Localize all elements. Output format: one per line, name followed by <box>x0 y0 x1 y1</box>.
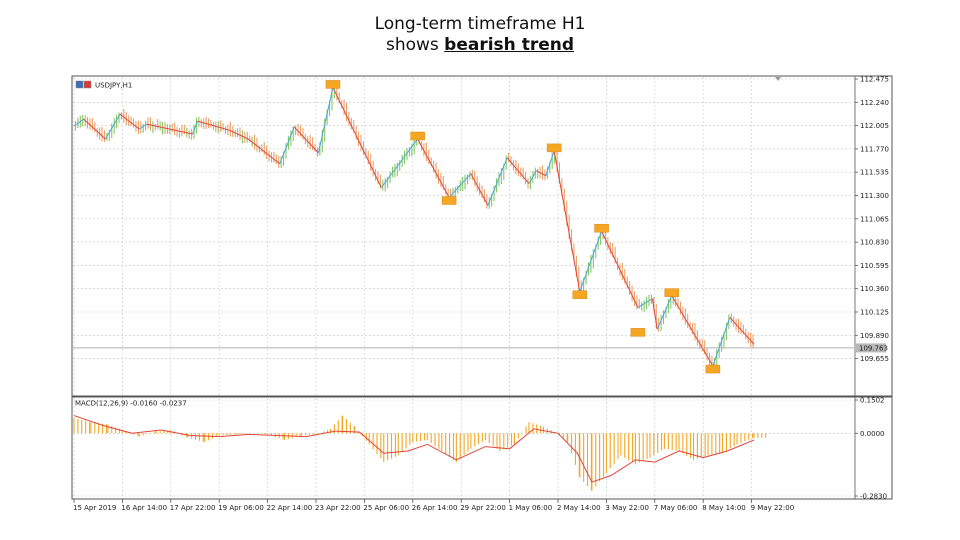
zigzag-segment <box>553 150 581 292</box>
price-y-tick-label: 110.360 <box>860 285 889 293</box>
x-tick-label: 23 Apr 22:00 <box>315 504 361 512</box>
zigzag-segment <box>535 170 547 177</box>
symbol-flag-icon-2 <box>83 80 92 89</box>
zigzag-segment <box>712 317 731 367</box>
x-tick-label: 7 May 06:00 <box>654 504 698 512</box>
x-tick-label: 26 Apr 14:00 <box>412 504 458 512</box>
title-line-2-prefix: shows <box>385 35 445 55</box>
x-tick-label: 2 May 14:00 <box>557 504 601 512</box>
swing-markers <box>325 80 721 374</box>
zigzag-segment <box>192 120 198 135</box>
swing-marker <box>410 131 425 141</box>
zigzag-segment <box>247 138 281 165</box>
price-y-tick-label: 110.595 <box>860 262 889 270</box>
zigzag-segment <box>83 118 106 140</box>
x-tick-label: 19 Apr 06:00 <box>218 504 264 512</box>
zigzag-segment <box>197 120 230 131</box>
symbol-flag-icon <box>75 80 84 89</box>
x-tick-label: 16 Apr 14:00 <box>121 504 167 512</box>
price-y-tick-label: 110.830 <box>860 239 889 247</box>
macd-label: MACD(12,26,9) -0.0160 -0.0237 <box>75 400 187 408</box>
zigzag-segment <box>601 230 639 308</box>
zigzag-segment <box>671 295 714 367</box>
zigzag-segment <box>139 123 147 130</box>
symbol-legend: USDJPY,H1 <box>75 80 132 90</box>
price-y-tick-label: 112.005 <box>860 122 889 130</box>
zigzag-segment <box>279 126 295 164</box>
slide-title: Long-term timeframe H1 shows bearish tre… <box>0 14 960 56</box>
price-y-ticks: 112.475 112.240 112.005 111.770 111.535 111.3… <box>855 76 889 363</box>
zigzag-segment <box>293 126 319 154</box>
x-tick-label: 9 May 22:00 <box>751 504 795 512</box>
x-axis-ticks: 15 Apr 2019 16 Apr 14:00 17 Apr 22:00 19 Ap… <box>73 499 794 512</box>
price-y-tick-label: 110.125 <box>860 309 889 317</box>
price-y-tick-label: 109.890 <box>860 332 889 340</box>
zigzag-segment <box>579 231 603 292</box>
x-tick-label: 22 Apr 14:00 <box>267 504 313 512</box>
price-y-tick-label: 109.655 <box>860 355 889 363</box>
macd-y-tick-label: -0.2830 <box>860 493 887 501</box>
zigzag-segment <box>332 87 382 188</box>
x-tick-label: 25 Apr 06:00 <box>363 504 409 512</box>
title-line-2: shows bearish trend <box>0 35 960 56</box>
swing-marker <box>630 328 646 337</box>
price-y-tick-label: 112.240 <box>860 99 889 107</box>
macd-plot <box>73 415 767 491</box>
zigzag-segment <box>105 113 121 140</box>
zigzag-segment <box>317 87 334 153</box>
zigzag-lines <box>73 87 755 367</box>
zigzag-segment <box>487 157 508 206</box>
zigzag-segment <box>528 170 537 184</box>
swing-marker <box>664 288 679 297</box>
zigzag-segment <box>73 118 84 127</box>
chart-shift-marker-icon <box>775 77 781 81</box>
x-tick-label: 29 Apr 22:00 <box>460 504 506 512</box>
x-tick-label: 15 Apr 2019 <box>73 504 116 512</box>
zigzag-segment <box>417 138 450 198</box>
zigzag-segment <box>228 129 249 140</box>
x-tick-label: 3 May 22:00 <box>605 504 649 512</box>
price-y-tick-label: 111.535 <box>860 169 889 177</box>
price-y-tick-label: 111.300 <box>860 192 889 200</box>
macd-signal-line <box>73 415 755 483</box>
zigzag-segment <box>545 150 555 176</box>
grid <box>73 77 854 498</box>
swing-marker <box>441 196 457 205</box>
zigzag-segment <box>380 138 419 188</box>
zigzag-segment <box>119 113 140 130</box>
zigzag-segment <box>448 173 472 198</box>
zigzag-segment <box>506 157 530 184</box>
current-price-label: 109.763 <box>859 344 888 352</box>
zigzag-segment <box>637 298 653 308</box>
macd-y-tick-label: 0.1502 <box>860 397 885 405</box>
swing-marker <box>572 290 588 299</box>
current-price-badge <box>856 343 886 353</box>
zigzag-segment <box>729 317 755 345</box>
x-tick-label: 1 May 06:00 <box>509 504 553 512</box>
price-y-tick-label: 111.770 <box>860 145 889 153</box>
symbol-label: USDJPY,H1 <box>95 82 132 90</box>
zigzag-segment <box>656 295 673 330</box>
swing-marker <box>594 223 609 233</box>
zigzag-segment <box>146 123 193 135</box>
swing-marker <box>546 143 562 153</box>
x-tick-label: 17 Apr 22:00 <box>170 504 216 512</box>
price-panel-frame <box>71 75 893 397</box>
title-emphasis: bearish trend <box>444 35 575 55</box>
current-price: 109.763 <box>73 343 888 353</box>
price-y-tick-label: 112.475 <box>860 76 889 84</box>
price-y-tick-label: 111.065 <box>860 215 889 223</box>
macd-y-ticks: 0.1502 0.0000 -0.2830 <box>855 397 887 501</box>
zigzag-segment <box>470 173 489 206</box>
x-tick-label: 8 May 14:00 <box>702 504 746 512</box>
swing-marker <box>705 364 721 374</box>
title-line-1: Long-term timeframe H1 <box>374 14 586 34</box>
swing-marker <box>325 80 341 89</box>
macd-y-tick-label: 0.0000 <box>860 430 885 438</box>
zigzag-segment <box>651 298 658 330</box>
